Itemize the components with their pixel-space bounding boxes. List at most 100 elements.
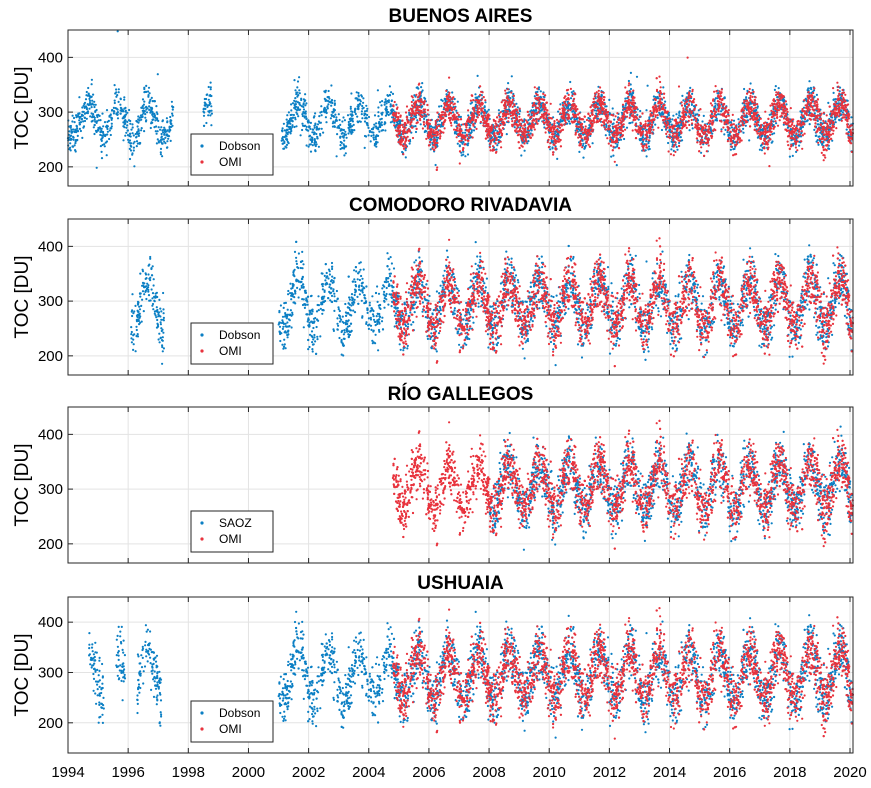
data-point bbox=[365, 109, 368, 112]
data-point bbox=[440, 105, 443, 108]
data-point bbox=[132, 134, 135, 137]
data-point bbox=[609, 138, 612, 141]
data-point bbox=[816, 123, 819, 126]
data-point bbox=[714, 97, 718, 100]
data-point bbox=[764, 135, 767, 138]
data-point bbox=[517, 133, 521, 136]
data-point bbox=[802, 106, 806, 109]
data-point bbox=[775, 122, 778, 125]
data-point bbox=[153, 116, 156, 119]
data-point bbox=[171, 114, 174, 117]
data-point bbox=[838, 90, 841, 93]
data-point bbox=[773, 117, 776, 120]
data-point bbox=[742, 131, 745, 134]
data-point bbox=[453, 97, 456, 101]
data-point bbox=[130, 128, 133, 131]
data-point bbox=[682, 107, 685, 110]
data-point bbox=[104, 133, 107, 136]
data-point bbox=[647, 145, 651, 148]
data-point bbox=[121, 109, 124, 112]
data-point bbox=[836, 81, 839, 84]
data-point bbox=[207, 114, 210, 117]
data-point bbox=[669, 153, 673, 156]
data-point bbox=[125, 113, 128, 116]
data-point bbox=[100, 129, 103, 132]
data-point bbox=[484, 101, 487, 104]
data-point bbox=[144, 90, 147, 93]
data-point bbox=[754, 125, 757, 128]
data-point bbox=[541, 108, 544, 111]
data-point bbox=[808, 123, 811, 126]
data-point bbox=[313, 126, 316, 129]
data-point bbox=[720, 128, 723, 131]
data-point bbox=[138, 116, 141, 119]
data-point bbox=[758, 148, 762, 151]
data-point bbox=[113, 101, 116, 105]
data-point bbox=[475, 127, 478, 130]
plot-area bbox=[68, 30, 853, 186]
data-point bbox=[123, 98, 126, 101]
data-point bbox=[169, 119, 172, 122]
data-point bbox=[810, 88, 813, 91]
data-point bbox=[496, 144, 499, 147]
data-point bbox=[137, 115, 140, 118]
data-point bbox=[759, 137, 762, 140]
data-point bbox=[845, 128, 848, 131]
data-point bbox=[568, 122, 572, 125]
data-point bbox=[423, 117, 426, 120]
data-point bbox=[92, 115, 95, 118]
data-point bbox=[356, 120, 359, 123]
data-point bbox=[387, 113, 390, 117]
data-point bbox=[148, 92, 151, 95]
data-point bbox=[131, 123, 134, 126]
data-point bbox=[319, 132, 322, 136]
data-point bbox=[136, 120, 139, 123]
data-point bbox=[156, 112, 159, 116]
data-point bbox=[71, 120, 74, 123]
data-point bbox=[96, 115, 99, 119]
data-point bbox=[711, 132, 714, 135]
data-point bbox=[511, 120, 514, 123]
data-point bbox=[349, 122, 352, 126]
data-point bbox=[336, 126, 339, 129]
data-point bbox=[291, 102, 295, 105]
data-point bbox=[159, 153, 162, 156]
data-point bbox=[831, 132, 835, 135]
data-point bbox=[473, 126, 476, 129]
data-point bbox=[373, 114, 377, 117]
data-point bbox=[582, 142, 585, 145]
data-point bbox=[820, 112, 823, 115]
data-point bbox=[728, 133, 731, 136]
data-point bbox=[300, 97, 303, 100]
data-point bbox=[155, 111, 158, 114]
data-point bbox=[353, 110, 356, 114]
data-point bbox=[748, 139, 751, 142]
data-point bbox=[207, 98, 210, 101]
data-point bbox=[99, 119, 102, 122]
data-point bbox=[578, 150, 581, 153]
data-point bbox=[121, 117, 124, 120]
data-point bbox=[629, 121, 632, 125]
data-point bbox=[363, 146, 366, 149]
data-point bbox=[645, 155, 648, 158]
data-point bbox=[334, 113, 337, 116]
data-point bbox=[461, 142, 464, 145]
data-point bbox=[294, 97, 297, 100]
data-point bbox=[100, 127, 103, 130]
data-point bbox=[818, 137, 821, 141]
data-point bbox=[408, 142, 411, 145]
data-point bbox=[434, 163, 437, 167]
data-point bbox=[387, 101, 390, 104]
data-point bbox=[680, 123, 683, 126]
data-point bbox=[360, 113, 363, 116]
data-point bbox=[330, 99, 333, 102]
data-point bbox=[777, 87, 780, 90]
data-point bbox=[455, 122, 458, 125]
data-point bbox=[126, 124, 129, 127]
data-point bbox=[149, 106, 152, 109]
data-point bbox=[415, 93, 418, 96]
data-point bbox=[114, 92, 117, 95]
data-point bbox=[576, 108, 579, 111]
data-point bbox=[325, 121, 328, 124]
